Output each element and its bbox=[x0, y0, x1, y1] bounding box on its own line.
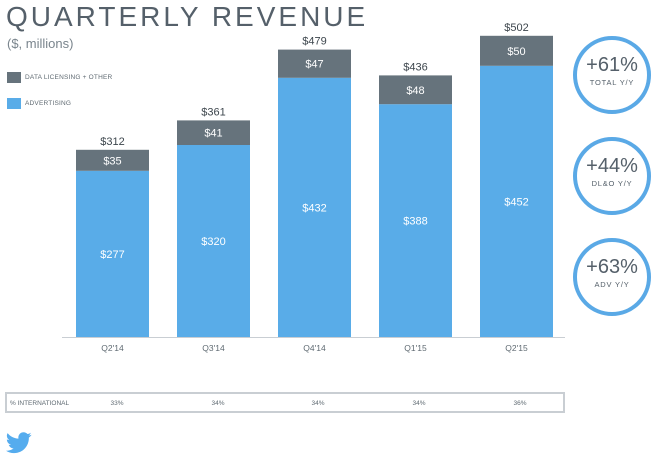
international-value: 33% bbox=[110, 400, 124, 407]
data-label-data-licensing: $50 bbox=[507, 46, 525, 58]
x-tick-label: Q2'15 bbox=[505, 343, 528, 353]
chart-title: QUARTERLY REVENUE bbox=[6, 1, 369, 32]
international-value: 34% bbox=[211, 400, 225, 407]
kpi-dlo-yoy: +44% DL&O Y/Y bbox=[573, 137, 651, 215]
bar-advertising bbox=[278, 77, 351, 338]
legend-label: DATA LICENSING + OTHER bbox=[25, 73, 113, 81]
international-value: 34% bbox=[412, 400, 426, 407]
legend-swatch-advertising bbox=[7, 97, 21, 109]
data-label-data-licensing: $47 bbox=[305, 59, 323, 71]
bar-data-licensing bbox=[379, 75, 452, 105]
international-value: 36% bbox=[513, 400, 527, 407]
total-label: $502 bbox=[504, 22, 528, 34]
bar-data-licensing bbox=[278, 49, 351, 78]
kpi-total-yoy: +61% TOTAL Y/Y bbox=[573, 36, 651, 114]
data-label-advertising: $320 bbox=[201, 236, 225, 248]
x-tick-label: Q4'14 bbox=[303, 343, 326, 353]
data-label-data-licensing: $41 bbox=[204, 128, 222, 140]
bar-data-licensing bbox=[76, 149, 149, 171]
data-label-advertising: $432 bbox=[302, 202, 326, 214]
kpi-label: TOTAL Y/Y bbox=[589, 78, 635, 87]
bar-advertising bbox=[480, 65, 553, 338]
kpi-value: +44% bbox=[586, 155, 638, 177]
international-label: % INTERNATIONAL bbox=[10, 400, 70, 407]
international-value: 34% bbox=[311, 400, 325, 407]
total-label: $312 bbox=[100, 136, 124, 148]
legend: DATA LICENSING + OTHER ADVERTISING bbox=[7, 70, 112, 122]
kpi-label: DL&O Y/Y bbox=[591, 179, 633, 188]
kpi-value: +61% bbox=[586, 54, 638, 76]
total-label: $479 bbox=[302, 36, 326, 48]
legend-item-data-licensing: DATA LICENSING + OTHER bbox=[7, 70, 112, 84]
data-label-advertising: $277 bbox=[100, 249, 124, 261]
kpi-label: ADV Y/Y bbox=[594, 280, 630, 289]
chart-subtitle: ($, millions) bbox=[7, 36, 74, 51]
bar-advertising bbox=[379, 104, 452, 337]
legend-swatch-data-licensing bbox=[7, 71, 21, 83]
bar-data-licensing bbox=[177, 120, 250, 145]
bar-data-licensing bbox=[480, 35, 553, 66]
twitter-bird-icon bbox=[6, 432, 32, 454]
total-label: $361 bbox=[201, 106, 225, 118]
data-label-advertising: $452 bbox=[504, 196, 528, 208]
total-label: $436 bbox=[403, 61, 427, 73]
legend-item-advertising: ADVERTISING bbox=[7, 96, 112, 110]
kpi-adv-yoy: +63% ADV Y/Y bbox=[573, 238, 651, 316]
legend-label: ADVERTISING bbox=[25, 99, 72, 107]
x-tick-label: Q2'14 bbox=[101, 343, 124, 353]
x-tick-label: Q1'15 bbox=[404, 343, 427, 353]
x-tick-label: Q3'14 bbox=[202, 343, 225, 353]
bar-advertising bbox=[76, 170, 149, 337]
data-label-advertising: $388 bbox=[403, 216, 427, 228]
data-label-data-licensing: $48 bbox=[406, 85, 424, 97]
bar-advertising bbox=[177, 145, 250, 337]
international-row: % INTERNATIONAL 33% 34% 34% 34% 36% bbox=[5, 392, 565, 413]
kpi-value: +63% bbox=[586, 256, 638, 278]
data-label-data-licensing: $35 bbox=[103, 155, 121, 167]
